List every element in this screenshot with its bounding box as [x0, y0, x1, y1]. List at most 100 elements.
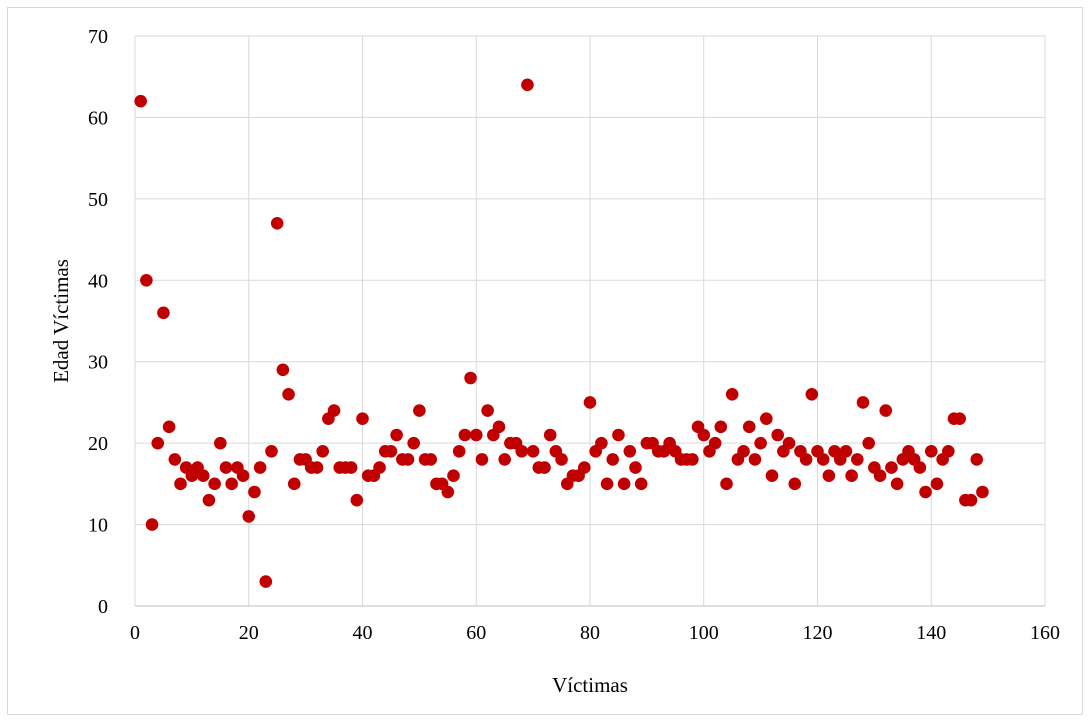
data-point: [583, 396, 597, 409]
data-point: [538, 461, 551, 474]
chart-frame: [7, 7, 1083, 715]
data-point: [384, 444, 398, 458]
data-point: [287, 477, 301, 491]
x-tick-label: 160: [1030, 622, 1060, 644]
data-point: [515, 444, 529, 458]
y-tick-label: 50: [88, 189, 108, 211]
data-point: [737, 444, 750, 458]
data-point: [805, 387, 819, 401]
data-point: [219, 461, 233, 474]
data-point: [407, 436, 420, 450]
data-point: [225, 477, 238, 491]
data-point: [151, 436, 165, 450]
x-tick-label: 20: [239, 622, 259, 644]
data-point: [606, 453, 620, 466]
data-point: [310, 461, 324, 474]
data-point: [140, 273, 153, 287]
data-point: [350, 493, 364, 507]
data-point: [623, 444, 637, 458]
data-point: [930, 477, 944, 491]
data-point: [617, 477, 631, 491]
data-point: [816, 453, 830, 466]
data-point: [145, 518, 159, 531]
data-point: [964, 493, 978, 507]
x-tick-label: 100: [689, 622, 719, 644]
data-point: [390, 428, 403, 442]
data-point: [259, 575, 273, 588]
data-point: [447, 469, 460, 483]
data-point: [862, 436, 875, 450]
data-point: [782, 436, 796, 450]
data-point: [919, 485, 932, 499]
x-tick-label: 60: [466, 622, 486, 644]
y-tick-label: 10: [88, 515, 108, 537]
data-point: [686, 453, 699, 466]
data-point: [157, 306, 170, 320]
data-point: [469, 428, 483, 442]
data-point: [697, 428, 711, 442]
data-point: [521, 78, 534, 92]
data-point: [725, 387, 739, 401]
data-point: [634, 477, 648, 491]
data-point: [253, 461, 267, 474]
data-point: [202, 493, 216, 507]
data-point: [327, 404, 341, 417]
data-point: [270, 216, 284, 230]
data-point: [714, 420, 728, 434]
data-point: [543, 428, 557, 442]
data-point: [441, 485, 455, 499]
data-point: [162, 420, 176, 434]
data-point: [526, 444, 540, 458]
tick-labels: 0 20 40 60 80 100 120 140 160 0 10 20 30 40 50 60 70: [88, 26, 1060, 644]
data-point: [856, 396, 870, 409]
data-point: [760, 412, 773, 426]
data-point: [208, 477, 221, 491]
y-tick-label: 20: [88, 433, 108, 455]
data-point: [475, 453, 489, 466]
data-point: [265, 444, 278, 458]
data-point: [248, 485, 261, 499]
data-point: [316, 444, 329, 458]
data-point: [845, 469, 858, 483]
data-point: [708, 436, 722, 450]
data-point: [174, 477, 187, 491]
y-axis-title: Edad Víctimas: [49, 259, 73, 383]
data-point: [196, 469, 210, 483]
y-tick-label: 0: [98, 596, 108, 618]
x-tick-label: 0: [130, 622, 140, 644]
data-point: [879, 404, 893, 417]
data-point: [464, 371, 477, 385]
data-point: [799, 453, 813, 466]
data-point: [452, 444, 466, 458]
data-point: [765, 469, 779, 483]
data-point: [481, 404, 494, 417]
data-point: [788, 477, 802, 491]
data-point: [970, 453, 984, 466]
data-point: [356, 412, 369, 426]
data-point: [942, 444, 955, 458]
data-point: [282, 387, 295, 401]
data-point: [276, 363, 290, 377]
data-point: [913, 461, 927, 474]
data-point: [748, 453, 762, 466]
y-tick-label: 70: [88, 26, 108, 48]
data-point: [424, 453, 438, 466]
data-point: [839, 444, 853, 458]
data-point: [742, 420, 756, 434]
data-point: [242, 510, 256, 523]
data-point: [851, 453, 864, 466]
data-point: [458, 428, 472, 442]
y-tick-label: 60: [88, 107, 108, 129]
data-point: [953, 412, 966, 426]
data-point: [373, 461, 386, 474]
data-point: [873, 469, 887, 483]
data-point: [168, 453, 182, 466]
data-point: [492, 420, 506, 434]
data-point: [771, 428, 784, 442]
data-point: [498, 453, 511, 466]
data-point: [214, 436, 227, 450]
x-axis-title: Víctimas: [552, 673, 628, 697]
data-point: [236, 469, 250, 483]
x-tick-label: 40: [353, 622, 373, 644]
